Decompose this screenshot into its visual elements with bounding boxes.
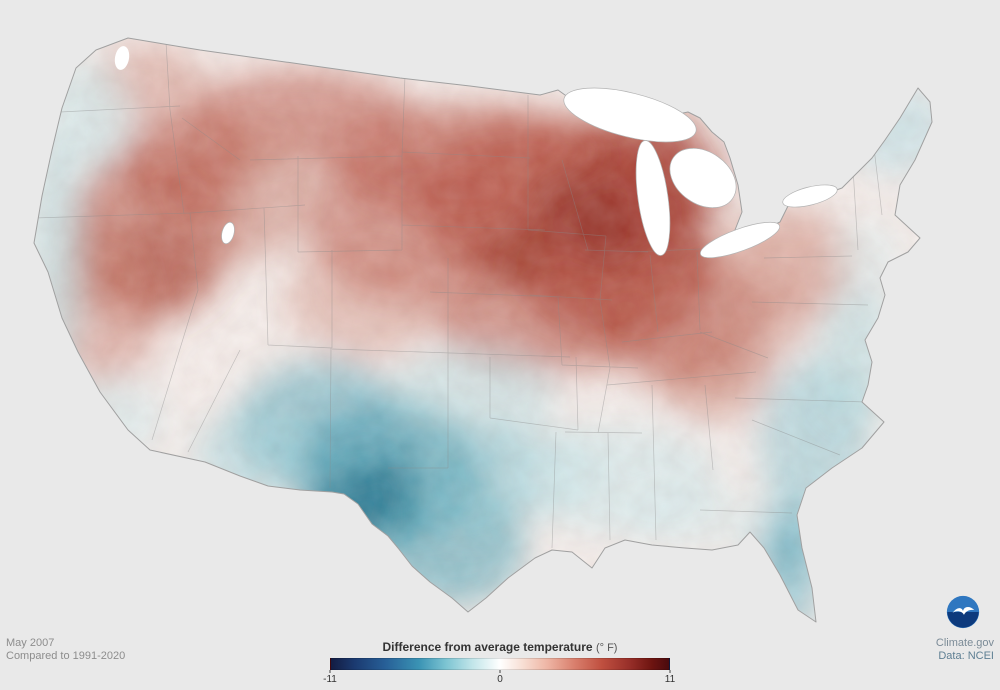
lake-ontario: [782, 184, 838, 208]
legend-units: (° F): [595, 642, 618, 654]
state-borders: [34, 41, 883, 549]
lake-superior: [563, 87, 697, 143]
legend-title-text: Difference from average temperature: [382, 640, 593, 654]
lake-erie: [700, 221, 780, 259]
noaa-logo: [946, 595, 980, 629]
data-source: Data: NCEI: [938, 650, 994, 662]
brand-climate-gov: Climate.gov: [935, 637, 994, 649]
credits-block: Climate.gov Data: NCEI: [936, 637, 994, 663]
legend-tick-zero: 0: [497, 674, 503, 685]
legend-tick-labels: -11 0 11: [323, 674, 675, 687]
date-block: May 2007 Compared to 1991-2020: [6, 637, 125, 663]
lake-michigan: [635, 140, 671, 256]
legend-tick-min: -11: [323, 674, 337, 685]
us-outline: [33, 37, 933, 623]
legend-colorbar: [330, 658, 670, 670]
map-date: May 2007: [6, 637, 55, 649]
great-salt-lake: [221, 221, 235, 245]
legend-tick-marks: [329, 670, 671, 673]
lake-huron: [669, 147, 737, 209]
noaa-logo-bird-icon: [952, 606, 975, 615]
legend-tick-max: 11: [664, 674, 676, 685]
map-baseline: Compared to 1991-2020: [6, 650, 126, 662]
legend-title: Difference from average temperature (° F…: [330, 640, 670, 654]
puget-sound: [114, 46, 130, 70]
legend: Difference from average temperature (° F…: [323, 640, 675, 687]
noaa-logo-ocean: [947, 612, 979, 628]
